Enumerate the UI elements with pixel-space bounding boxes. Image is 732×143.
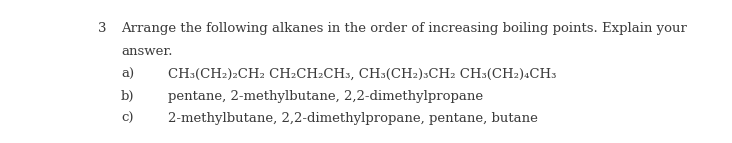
Text: 3: 3 xyxy=(98,22,107,35)
Text: pentane, 2-methylbutane, 2,2-dimethylpropane: pentane, 2-methylbutane, 2,2-dimethylpro… xyxy=(168,90,483,103)
Text: 2-methylbutane, 2,2-dimethylpropane, pentane, butane: 2-methylbutane, 2,2-dimethylpropane, pen… xyxy=(168,112,538,125)
Text: a): a) xyxy=(121,68,134,81)
Text: b): b) xyxy=(121,90,135,103)
Text: CH₃(CH₂)₂CH₂ CH₂CH₂CH₃, CH₃(CH₂)₃CH₂ CH₃(CH₂)₄CH₃: CH₃(CH₂)₂CH₂ CH₂CH₂CH₃, CH₃(CH₂)₃CH₂ CH₃… xyxy=(168,68,556,81)
Text: c): c) xyxy=(121,112,133,125)
Text: Arrange the following alkanes in the order of increasing boiling points. Explain: Arrange the following alkanes in the ord… xyxy=(121,22,687,35)
Text: answer.: answer. xyxy=(121,45,173,58)
